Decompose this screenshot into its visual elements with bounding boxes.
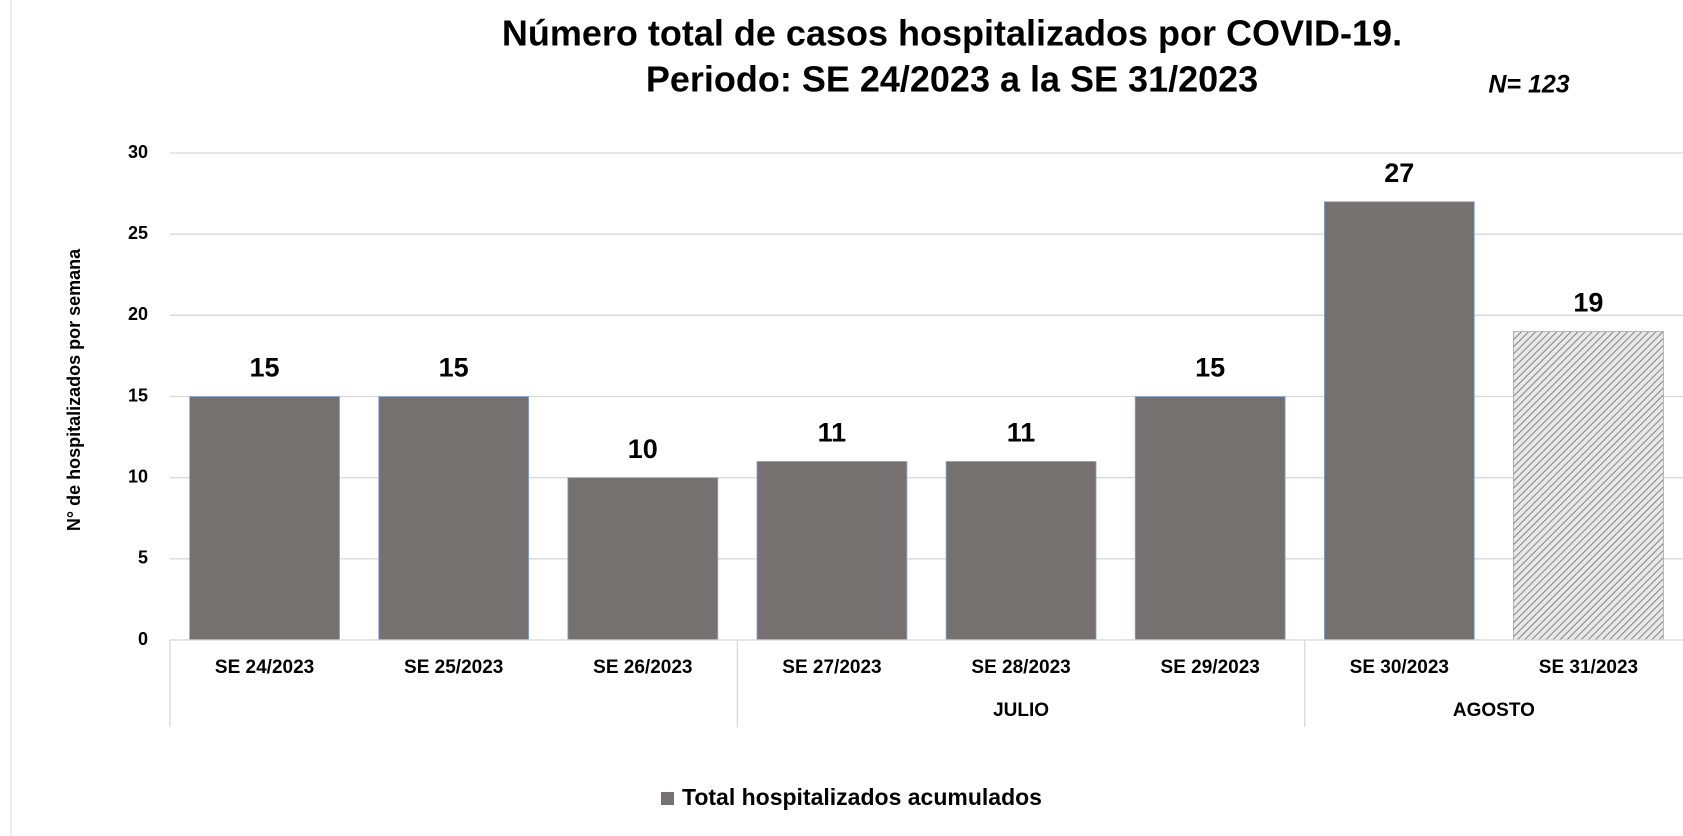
- y-tick-label: 5: [138, 548, 148, 568]
- y-tick-label: 0: [138, 629, 148, 649]
- y-tick-label: 10: [128, 466, 148, 486]
- x-tick-label: SE 29/2023: [1161, 657, 1260, 678]
- legend-label: Total hospitalizados acumulados: [682, 784, 1042, 810]
- bar: [378, 396, 530, 641]
- value-label: 19: [1573, 288, 1603, 318]
- group-label: AGOSTO: [1453, 700, 1535, 721]
- x-tick-label: SE 31/2023: [1539, 657, 1638, 678]
- value-label: 15: [439, 353, 469, 383]
- chart-subtitle: Periodo: SE 24/2023 a la SE 31/2023: [646, 59, 1258, 100]
- bar: [756, 461, 908, 641]
- x-tick-label: SE 26/2023: [593, 657, 692, 678]
- x-tick-label: SE 24/2023: [215, 657, 314, 678]
- value-label: 11: [1007, 418, 1036, 448]
- value-label: 27: [1384, 158, 1414, 188]
- x-tick-label: SE 28/2023: [971, 657, 1070, 678]
- y-tick-label: 15: [128, 385, 148, 405]
- legend-swatch: [661, 792, 674, 805]
- bar: [567, 477, 719, 641]
- x-tick-label: SE 25/2023: [404, 657, 503, 678]
- value-label: 10: [628, 434, 658, 464]
- value-label: 15: [250, 353, 280, 383]
- group-label: JULIO: [993, 700, 1049, 721]
- bar: [1134, 396, 1286, 641]
- y-axis-label: N° de hospitalizados por semana: [64, 248, 84, 531]
- chart-title: Número total de casos hospitalizados por…: [502, 13, 1402, 54]
- y-tick-label: 20: [128, 304, 148, 324]
- bar: [189, 396, 340, 641]
- y-tick-label: 25: [128, 223, 148, 243]
- bar: [1323, 201, 1475, 641]
- bar: [945, 461, 1097, 641]
- value-label: 11: [818, 418, 847, 448]
- x-tick-label: SE 30/2023: [1350, 657, 1449, 678]
- value-label: 15: [1195, 353, 1225, 383]
- x-tick-label: SE 27/2023: [782, 657, 881, 678]
- y-tick-label: 30: [128, 142, 148, 162]
- bar: [1513, 331, 1664, 641]
- annotation: N= 123: [1488, 71, 1569, 99]
